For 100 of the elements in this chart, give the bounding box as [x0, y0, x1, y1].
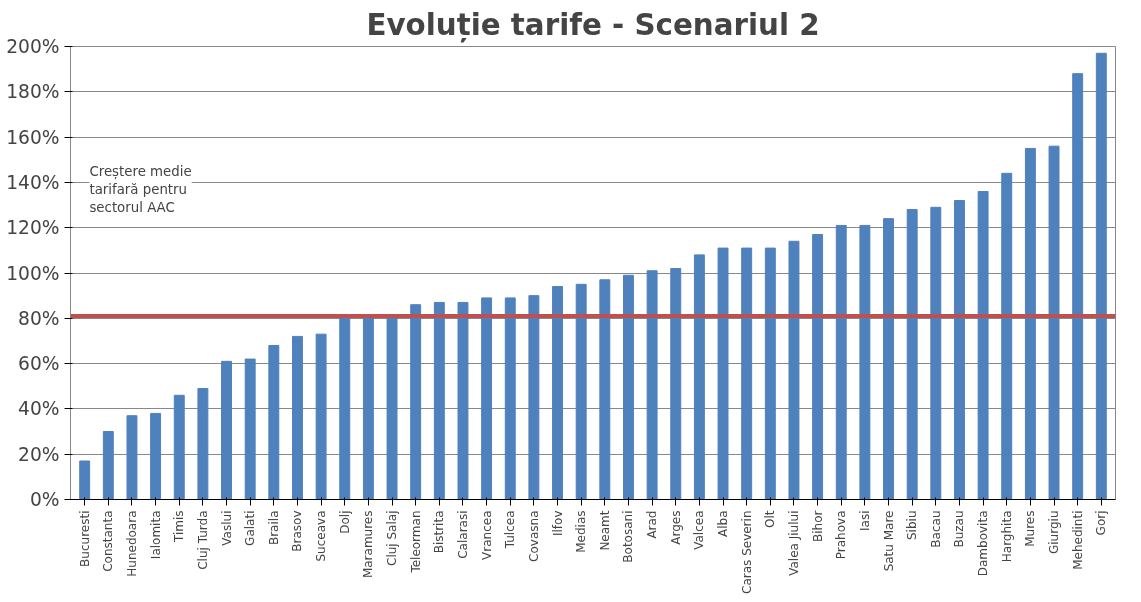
x-tick-label: Bacau — [928, 510, 943, 548]
annotation: Creștere medie tarifară pentru sectorul AAC — [89, 164, 192, 216]
y-tick-label: 180% — [6, 81, 60, 103]
x-tick-label: Buzau — [952, 510, 967, 548]
y-tick-label: 60% — [18, 353, 60, 375]
x-tick-label: Olt — [763, 510, 778, 528]
bar — [292, 335, 303, 500]
y-tick-label: 120% — [6, 217, 60, 239]
bar — [883, 218, 894, 500]
bar — [244, 358, 256, 500]
bar — [79, 460, 91, 500]
chart-title: Evoluție tarife - Scenariul 2 — [366, 7, 820, 43]
bar — [1001, 172, 1013, 500]
bar — [221, 360, 233, 500]
y-tick-label: 0% — [29, 489, 60, 510]
bar — [481, 297, 493, 500]
bar — [268, 344, 280, 500]
bar — [315, 333, 327, 500]
bar — [528, 295, 540, 500]
x-tick-label: Hunedoara — [124, 510, 139, 577]
x-tick-label: Ilfov — [550, 510, 565, 537]
x-tick-label: Brasov — [290, 510, 305, 552]
bar — [953, 200, 965, 500]
bar — [623, 274, 634, 500]
x-tick-label: Medias — [574, 510, 589, 553]
x-tick-label: Alba — [716, 510, 731, 538]
bar — [173, 394, 185, 500]
bar — [410, 304, 422, 500]
x-tick-label: Galati — [243, 510, 258, 546]
x-tick-label: Arad — [645, 510, 660, 539]
bar — [339, 317, 351, 500]
x-tick-label: Botosani — [621, 510, 636, 563]
bar — [552, 286, 563, 500]
bar — [1024, 147, 1036, 500]
x-tick-label: Dolj — [337, 510, 352, 534]
bar — [764, 247, 776, 500]
x-tick-label: Valcea — [692, 510, 707, 550]
bar — [646, 270, 658, 500]
x-tick-label: Bihor — [810, 510, 825, 542]
x-tick-label: Mehedinti — [1070, 510, 1085, 570]
y-tick-label: 100% — [6, 262, 60, 284]
x-tick-label: Iasi — [857, 510, 872, 531]
bar — [835, 224, 847, 500]
x-tick-label: Constanta — [101, 510, 116, 572]
y-tick-label: 80% — [18, 307, 60, 329]
bar — [1048, 145, 1060, 500]
bar — [693, 254, 705, 500]
bar — [788, 240, 800, 500]
y-tick-label: 200% — [6, 36, 60, 57]
bar — [457, 301, 469, 500]
bar — [102, 431, 114, 500]
x-tick-label: Cluj Turda — [195, 510, 210, 570]
bar — [977, 190, 989, 500]
x-tick-label: Timis — [172, 510, 187, 544]
x-tick-label: Tulcea — [503, 510, 518, 550]
y-tick-label: 160% — [6, 126, 60, 148]
x-tick-label: Prahova — [834, 510, 849, 560]
x-tick-label: Cluj Salaj — [385, 510, 400, 566]
bar — [150, 412, 162, 500]
x-tick-label: Satu Mare — [881, 510, 896, 572]
x-tick-label: Ialomita — [148, 510, 163, 560]
bar — [433, 301, 445, 500]
bar — [504, 297, 516, 500]
x-tick-label: Covasna — [526, 510, 541, 562]
x-tick-label: Teleorman — [408, 510, 423, 574]
x-tick-label: Giurgiu — [1047, 510, 1062, 555]
x-tick-label: Maramures — [361, 510, 376, 579]
bar — [859, 224, 871, 500]
x-tick-label: Neamt — [597, 510, 612, 551]
bar — [906, 209, 918, 500]
x-tick-label: Bucuresti — [77, 510, 92, 567]
x-tick-label: Gorj — [1094, 510, 1109, 536]
x-tick-label: Vaslui — [219, 510, 234, 546]
x-tick-label: Harghita — [999, 510, 1014, 563]
bar — [197, 388, 209, 500]
bar — [930, 206, 942, 500]
bar — [575, 283, 587, 500]
x-tick-label: Sibiu — [905, 510, 920, 541]
bar — [362, 317, 374, 500]
x-tick-label: Dambovita — [976, 510, 991, 577]
bar — [741, 247, 753, 500]
x-tick-label: Braila — [266, 510, 281, 546]
y-tick-label: 140% — [6, 171, 60, 193]
bar — [386, 317, 398, 500]
bar — [1095, 52, 1107, 500]
bar — [670, 267, 682, 500]
bar — [599, 279, 611, 500]
x-tick-label: Suceava — [314, 510, 329, 562]
bar — [717, 247, 729, 500]
x-tick-label: Vrancea — [479, 510, 494, 560]
bar — [126, 415, 138, 500]
y-tick-label: 20% — [18, 443, 60, 465]
x-tick-label: Bistrita — [432, 510, 447, 554]
x-tick-label: Calarasi — [455, 510, 470, 559]
bar — [812, 233, 824, 500]
x-tick-label: Caras Severin — [739, 510, 754, 594]
y-tick-label: 40% — [18, 398, 60, 420]
x-tick-label: Valea Jiului — [786, 510, 801, 576]
x-tick-label: Arges — [668, 510, 683, 545]
x-tick-label: Mures — [1023, 510, 1038, 547]
